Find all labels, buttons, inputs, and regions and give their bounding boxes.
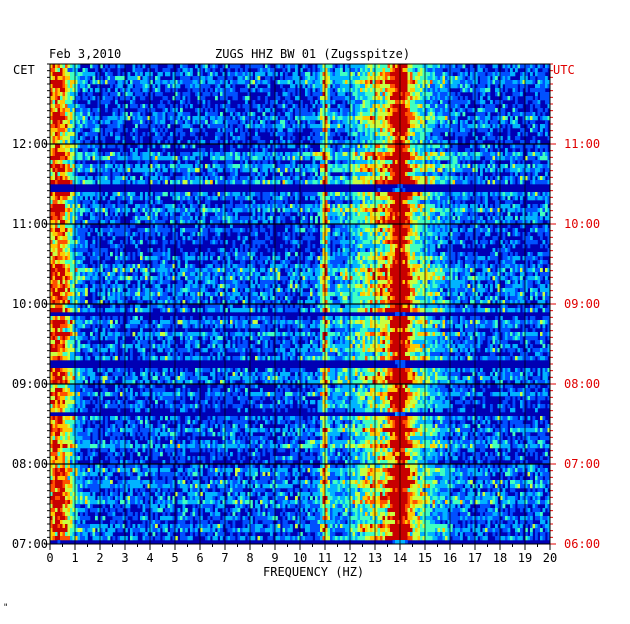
y-tick-label-right: 09:00 (564, 297, 600, 311)
y-tick-label-right: 10:00 (564, 217, 600, 231)
x-tick-label: 14 (393, 551, 407, 565)
x-tick-label: 17 (468, 551, 482, 565)
x-tick-label: 6 (196, 551, 203, 565)
x-tick-label: 13 (368, 551, 382, 565)
y-tick-label-right: 11:00 (564, 137, 600, 151)
y-tick-label-left: 11:00 (12, 217, 48, 231)
x-tick-label: 4 (146, 551, 153, 565)
date-label: Feb 3,2010 (49, 47, 122, 61)
x-tick-label: 2 (96, 551, 103, 565)
x-tick-label: 12 (343, 551, 357, 565)
x-tick-label: 15 (418, 551, 432, 565)
y-tick-label-right: 06:00 (564, 537, 600, 551)
x-tick-label: 5 (171, 551, 178, 565)
x-tick-label: 7 (221, 551, 228, 565)
y-tick-label-left: 09:00 (12, 377, 48, 391)
footer-mark: " (3, 603, 9, 613)
x-tick-label: 8 (246, 551, 253, 565)
x-tick-label: 1 (71, 551, 78, 565)
x-tick-label: 10 (293, 551, 307, 565)
y-tick-label-left: 08:00 (12, 457, 48, 471)
x-tick-label: 0 (46, 551, 53, 565)
left-axis-title: CET (13, 63, 35, 77)
x-axis-label: FREQUENCY (HZ) (263, 565, 365, 579)
right-axis-title: UTC (553, 63, 575, 77)
x-tick-label: 11 (318, 551, 332, 565)
x-tick-label: 3 (121, 551, 128, 565)
y-tick-label-left: 07:00 (12, 537, 48, 551)
y-tick-label-right: 07:00 (564, 457, 600, 471)
x-tick-label: 20 (543, 551, 557, 565)
x-tick-label: 18 (493, 551, 507, 565)
y-tick-label-left: 12:00 (12, 137, 48, 151)
chart-title: ZUGS HHZ BW 01 (Zugsspitze) (215, 47, 411, 61)
y-tick-label-left: 10:00 (12, 297, 48, 311)
x-tick-label: 19 (518, 551, 532, 565)
spectrogram-cells (50, 64, 551, 545)
y-tick-label-right: 08:00 (564, 377, 600, 391)
plot-frame (49, 63, 551, 545)
x-tick-label: 16 (443, 551, 457, 565)
x-tick-label: 9 (271, 551, 278, 565)
